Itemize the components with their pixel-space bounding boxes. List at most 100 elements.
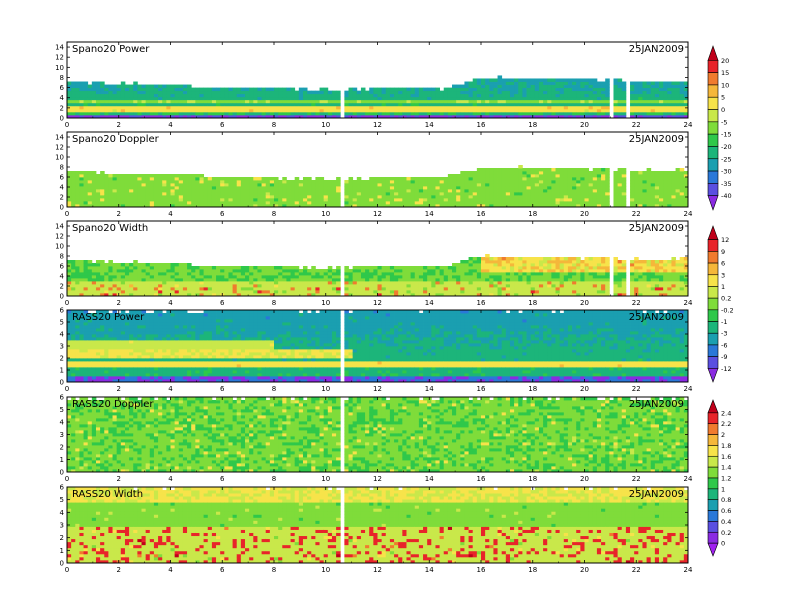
colorbar-label: 5 (721, 94, 725, 102)
colorbar-swatch (707, 183, 719, 196)
colorbar-label: 0.4 (721, 518, 731, 526)
x-tick-label: 2 (117, 566, 121, 574)
x-tick-label: 20 (580, 121, 589, 129)
colorbar-label: -1 (721, 318, 727, 326)
x-tick-label: 14 (425, 566, 434, 574)
colorbar-swatch (707, 445, 719, 457)
heatmap-cells (67, 165, 689, 208)
colorbar-swatch (707, 542, 719, 557)
x-tick-label: 20 (580, 475, 589, 483)
x-tick-label: 18 (528, 121, 537, 129)
y-tick-label: 2 (60, 283, 64, 291)
colorbar-swatch (707, 488, 719, 501)
x-tick-label: 12 (373, 210, 382, 218)
x-tick-label: 18 (528, 299, 537, 307)
x-tick-label: 4 (168, 475, 173, 483)
colorbar-label: -25 (721, 155, 732, 163)
x-tick-label: 24 (684, 385, 693, 393)
x-tick-label: 12 (373, 475, 382, 483)
x-tick-label: 14 (425, 475, 434, 483)
colorbar-label: -12 (721, 365, 732, 373)
x-tick-label: 8 (272, 210, 276, 218)
colorbar-swatch (707, 60, 719, 73)
x-tick-label: 8 (272, 121, 276, 129)
x-tick-label: 18 (528, 475, 537, 483)
y-tick-label: 2 (60, 104, 64, 112)
colorbar-label: 15 (721, 69, 729, 77)
x-tick-label: 16 (477, 385, 486, 393)
x-tick-label: 6 (220, 121, 225, 129)
heatmap-cells (67, 487, 689, 564)
x-tick-label: 20 (580, 566, 589, 574)
y-tick-label: 1 (60, 367, 64, 375)
colorbar-label: 1.8 (721, 442, 731, 450)
colorbar-swatch (707, 499, 719, 511)
y-tick-label: 2 (60, 355, 64, 363)
x-tick-label: 24 (684, 475, 693, 483)
x-tick-label: 18 (528, 566, 537, 574)
colorbar-label: -20 (721, 143, 732, 151)
x-tick-label: 24 (684, 210, 693, 218)
panel-date: 25JAN2009 (629, 489, 684, 500)
heatmap-cells (67, 75, 689, 119)
colorbar-swatch (707, 121, 719, 135)
y-tick-label: 4 (60, 94, 65, 102)
colorbar-label: 9 (721, 248, 725, 256)
y-tick-label: 8 (60, 253, 64, 261)
colorbar-swatch (707, 466, 719, 479)
colorbar-swatch (707, 332, 719, 346)
panel-date: 25JAN2009 (629, 44, 684, 55)
colorbar-swatch (707, 84, 719, 98)
x-tick-label: 2 (117, 385, 121, 393)
colorbar-label: -9 (721, 353, 727, 361)
colorbar-label: -35 (721, 180, 732, 188)
y-tick-label: 4 (60, 509, 65, 517)
x-tick-label: 22 (632, 121, 641, 129)
colorbar-label: 3 (721, 271, 725, 279)
colorbar-label: 0.2 (721, 295, 731, 303)
colorbar-label: 20 (721, 57, 729, 65)
x-tick-label: 18 (528, 210, 537, 218)
y-tick-label: 0 (60, 379, 64, 387)
x-tick-label: 14 (425, 299, 434, 307)
x-tick-label: 20 (580, 210, 589, 218)
y-tick-label: 14 (55, 223, 64, 231)
y-tick-label: 4 (60, 273, 65, 281)
y-tick-label: 0 (60, 204, 64, 212)
heatmap-cells (67, 397, 689, 473)
colorbar-swatch (707, 423, 719, 435)
colorbar-label: -30 (721, 168, 732, 176)
colorbar-label: 1 (721, 283, 725, 291)
panel-title: Spano20 Width (72, 223, 148, 234)
colorbar-swatch (707, 225, 719, 240)
colorbar-label: 2.2 (721, 420, 731, 428)
colorbar-swatch (707, 412, 719, 425)
colorbar-label: 12 (721, 236, 729, 244)
y-tick-label: 2 (60, 444, 64, 452)
x-tick-label: 24 (684, 299, 693, 307)
x-tick-label: 14 (425, 210, 434, 218)
panel-date: 25JAN2009 (629, 134, 684, 145)
colorbar-swatch (707, 521, 719, 533)
y-tick-label: 2 (60, 194, 64, 202)
x-tick-label: 0 (65, 566, 69, 574)
panel-date: 25JAN2009 (629, 223, 684, 234)
x-tick-label: 2 (117, 210, 121, 218)
x-tick-label: 16 (477, 121, 486, 129)
x-tick-label: 8 (272, 299, 276, 307)
y-tick-label: 6 (60, 394, 65, 402)
colorbar-swatch (707, 510, 719, 522)
y-tick-label: 4 (60, 184, 65, 192)
y-tick-label: 3 (60, 522, 64, 530)
y-tick-label: 4 (60, 331, 65, 339)
x-tick-label: 22 (632, 210, 641, 218)
x-tick-label: 24 (684, 566, 693, 574)
colorbar-label: -15 (721, 131, 732, 139)
colorbar-label: 1.6 (721, 453, 731, 461)
y-tick-label: 5 (60, 406, 64, 414)
x-tick-label: 6 (220, 299, 225, 307)
colorbar-swatch (707, 297, 719, 311)
